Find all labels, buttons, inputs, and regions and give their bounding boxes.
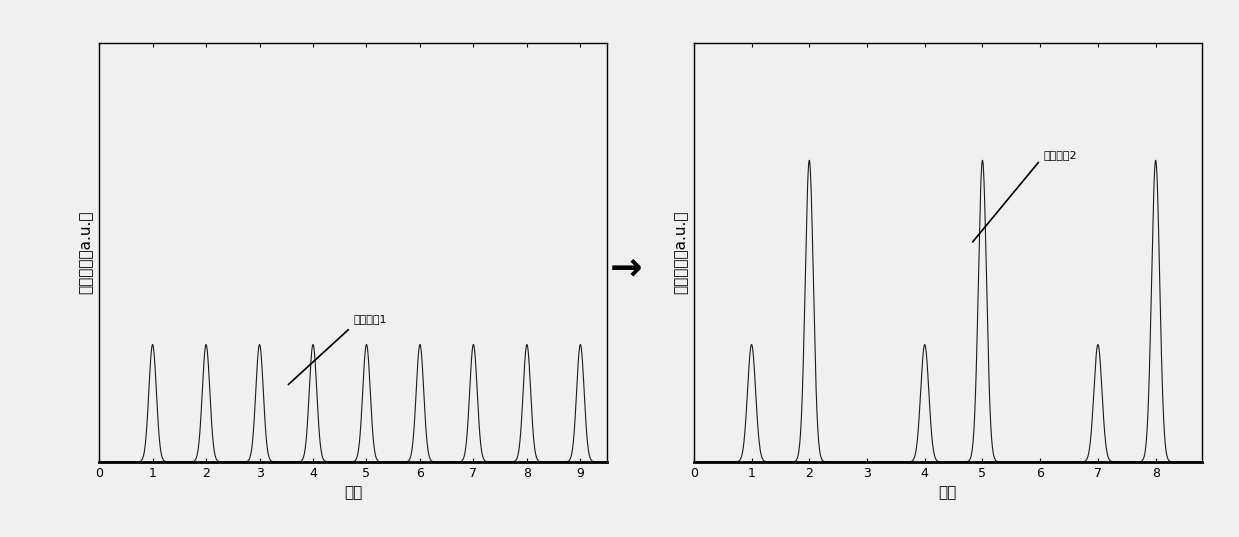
Text: 脉冲序共2: 脉冲序共2 <box>1043 150 1077 160</box>
Text: 脉冲序共1: 脉冲序共1 <box>353 314 387 324</box>
X-axis label: 时间: 时间 <box>344 485 362 500</box>
Y-axis label: 相对强度（a.u.）: 相对强度（a.u.） <box>78 211 94 294</box>
X-axis label: 时间: 时间 <box>939 485 957 500</box>
Y-axis label: 相对强度（a.u.）: 相对强度（a.u.） <box>673 211 689 294</box>
Text: →: → <box>610 250 642 287</box>
